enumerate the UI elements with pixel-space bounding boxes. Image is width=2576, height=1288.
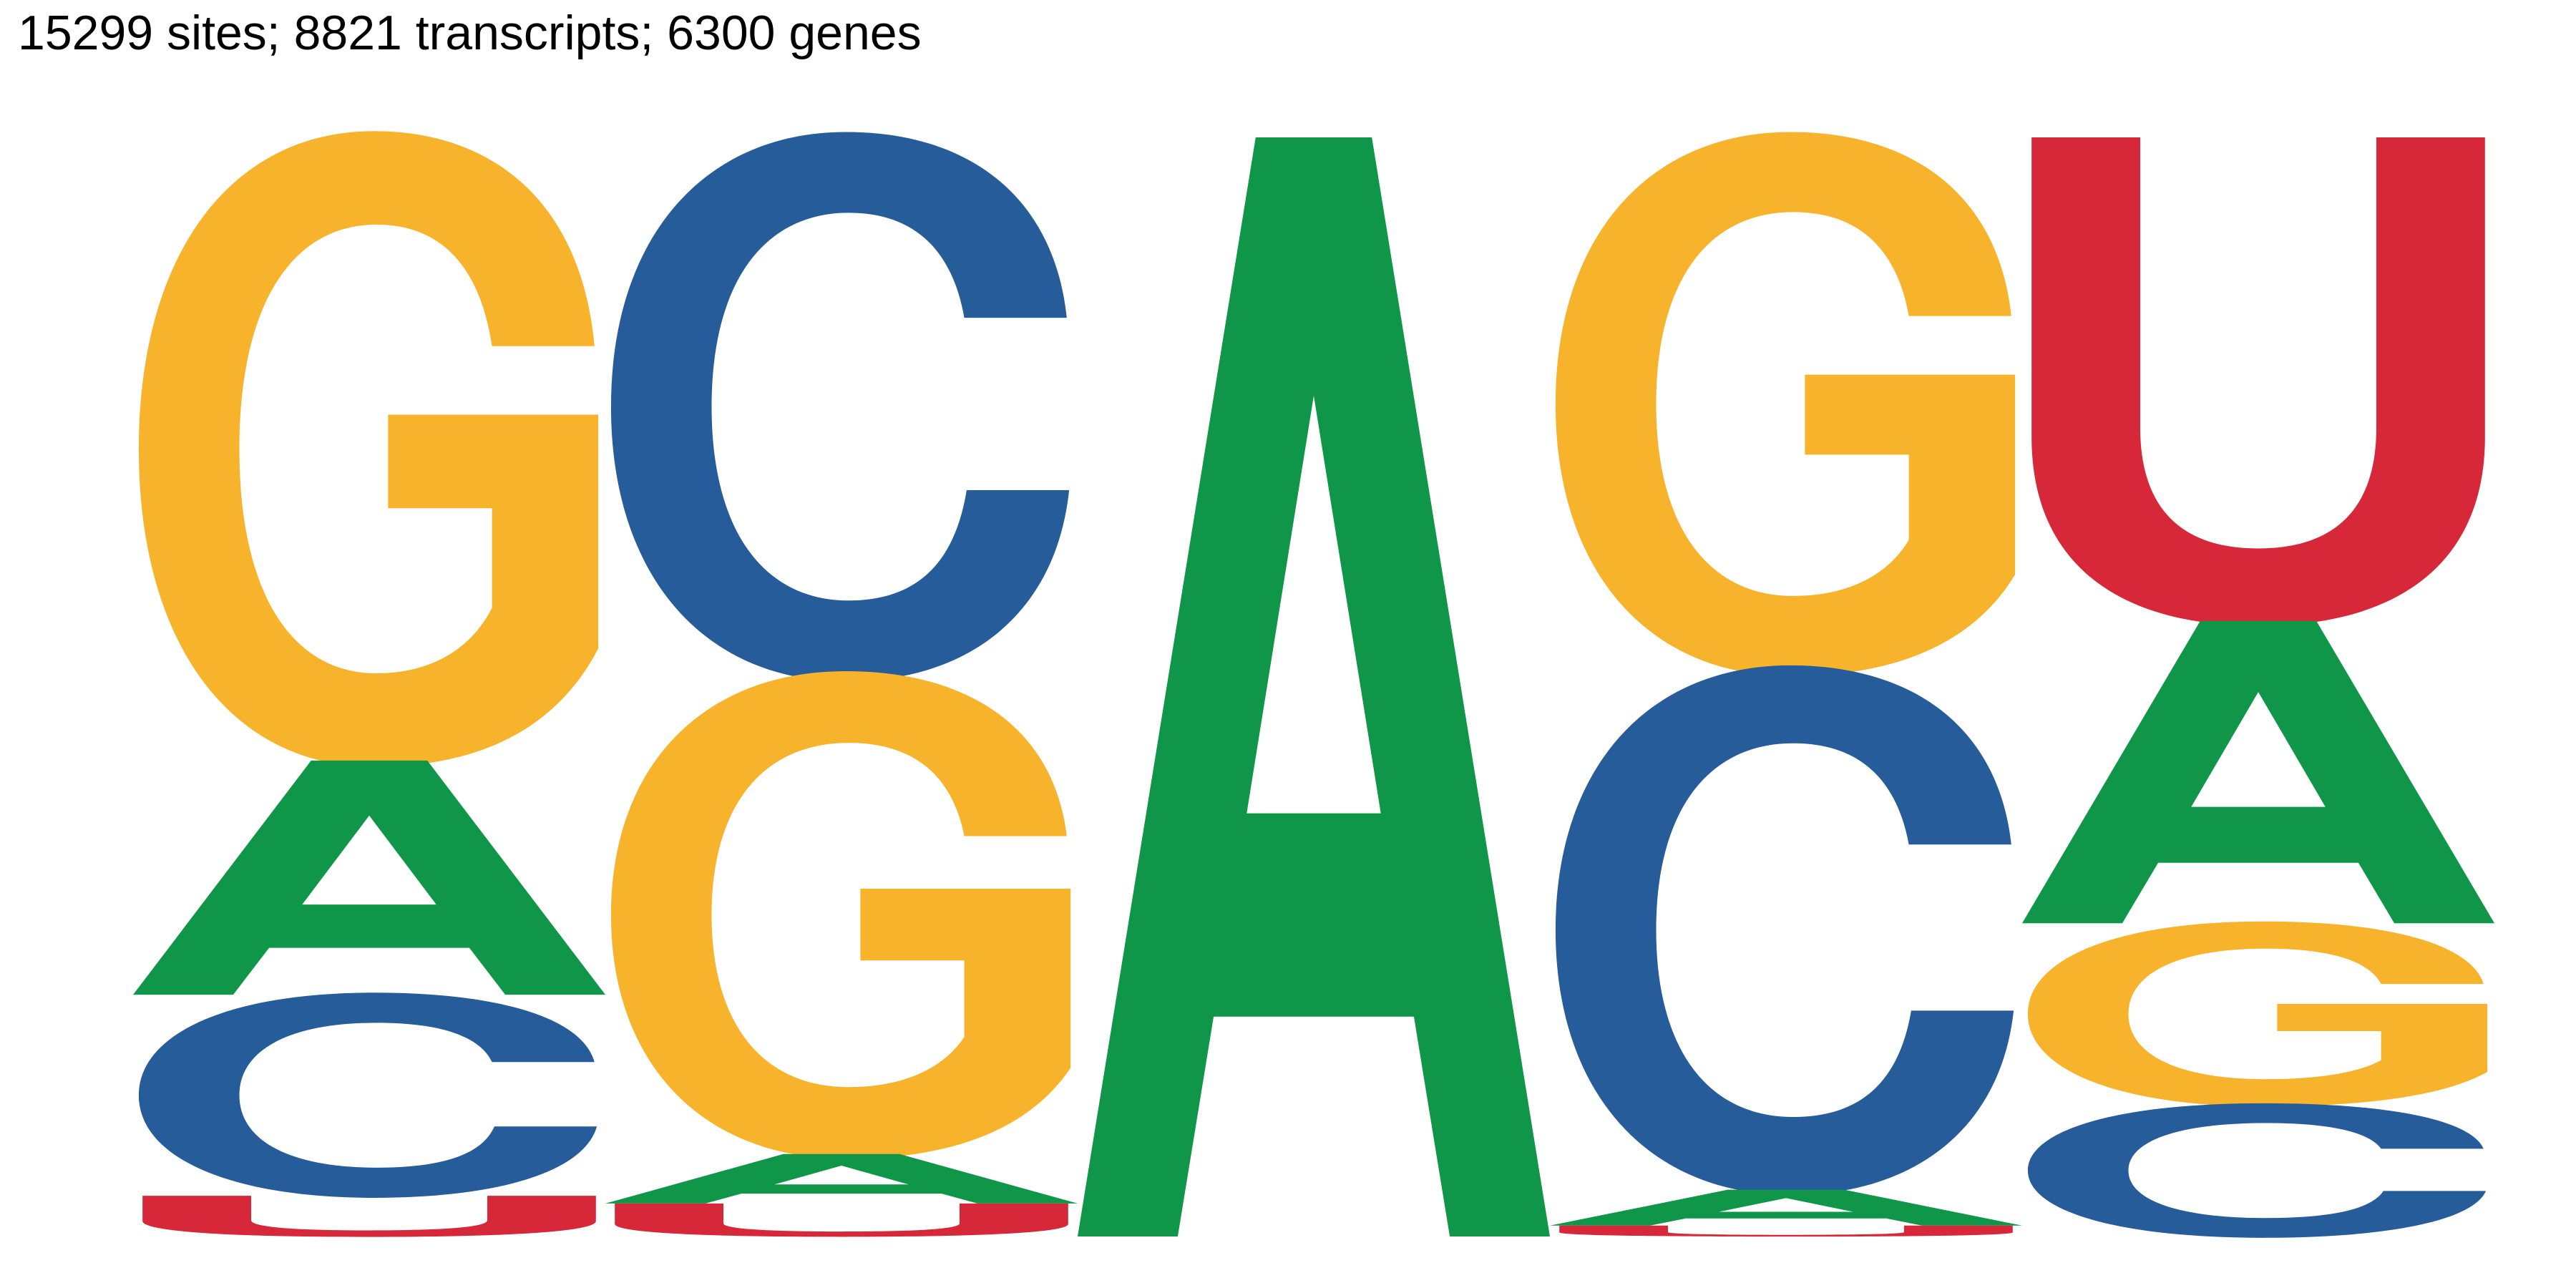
logo-letter-G-pos5 bbox=[2027, 921, 2488, 1107]
logo-letter-C-pos1 bbox=[138, 992, 597, 1198]
logo-letter-A-pos4 bbox=[1550, 1189, 2022, 1226]
logo-letter-U-pos2 bbox=[615, 1203, 1068, 1237]
logo-letter-G-pos1 bbox=[138, 131, 599, 767]
logo-letter-C-pos4 bbox=[1555, 665, 2014, 1195]
logo-letter-A-pos3 bbox=[1078, 137, 1550, 1236]
logo-letter-U-pos5 bbox=[2031, 137, 2485, 626]
logo-letter-A-pos2 bbox=[605, 1153, 1078, 1204]
logo-letters bbox=[133, 131, 2494, 1238]
logo-letter-G-pos2 bbox=[610, 670, 1071, 1159]
logo-letter-C-pos2 bbox=[610, 132, 1070, 682]
logo-letter-A-pos1 bbox=[133, 760, 605, 995]
logo-letter-U-pos4 bbox=[1559, 1225, 2013, 1237]
logo-letter-C-pos5 bbox=[2027, 1103, 2487, 1238]
chart-title: 15299 sites; 8821 transcripts; 6300 gene… bbox=[18, 6, 922, 60]
logo-letter-G-pos4 bbox=[1555, 132, 2016, 676]
logo-letter-A-pos5 bbox=[2022, 620, 2494, 924]
logo-letter-U-pos1 bbox=[142, 1196, 596, 1237]
